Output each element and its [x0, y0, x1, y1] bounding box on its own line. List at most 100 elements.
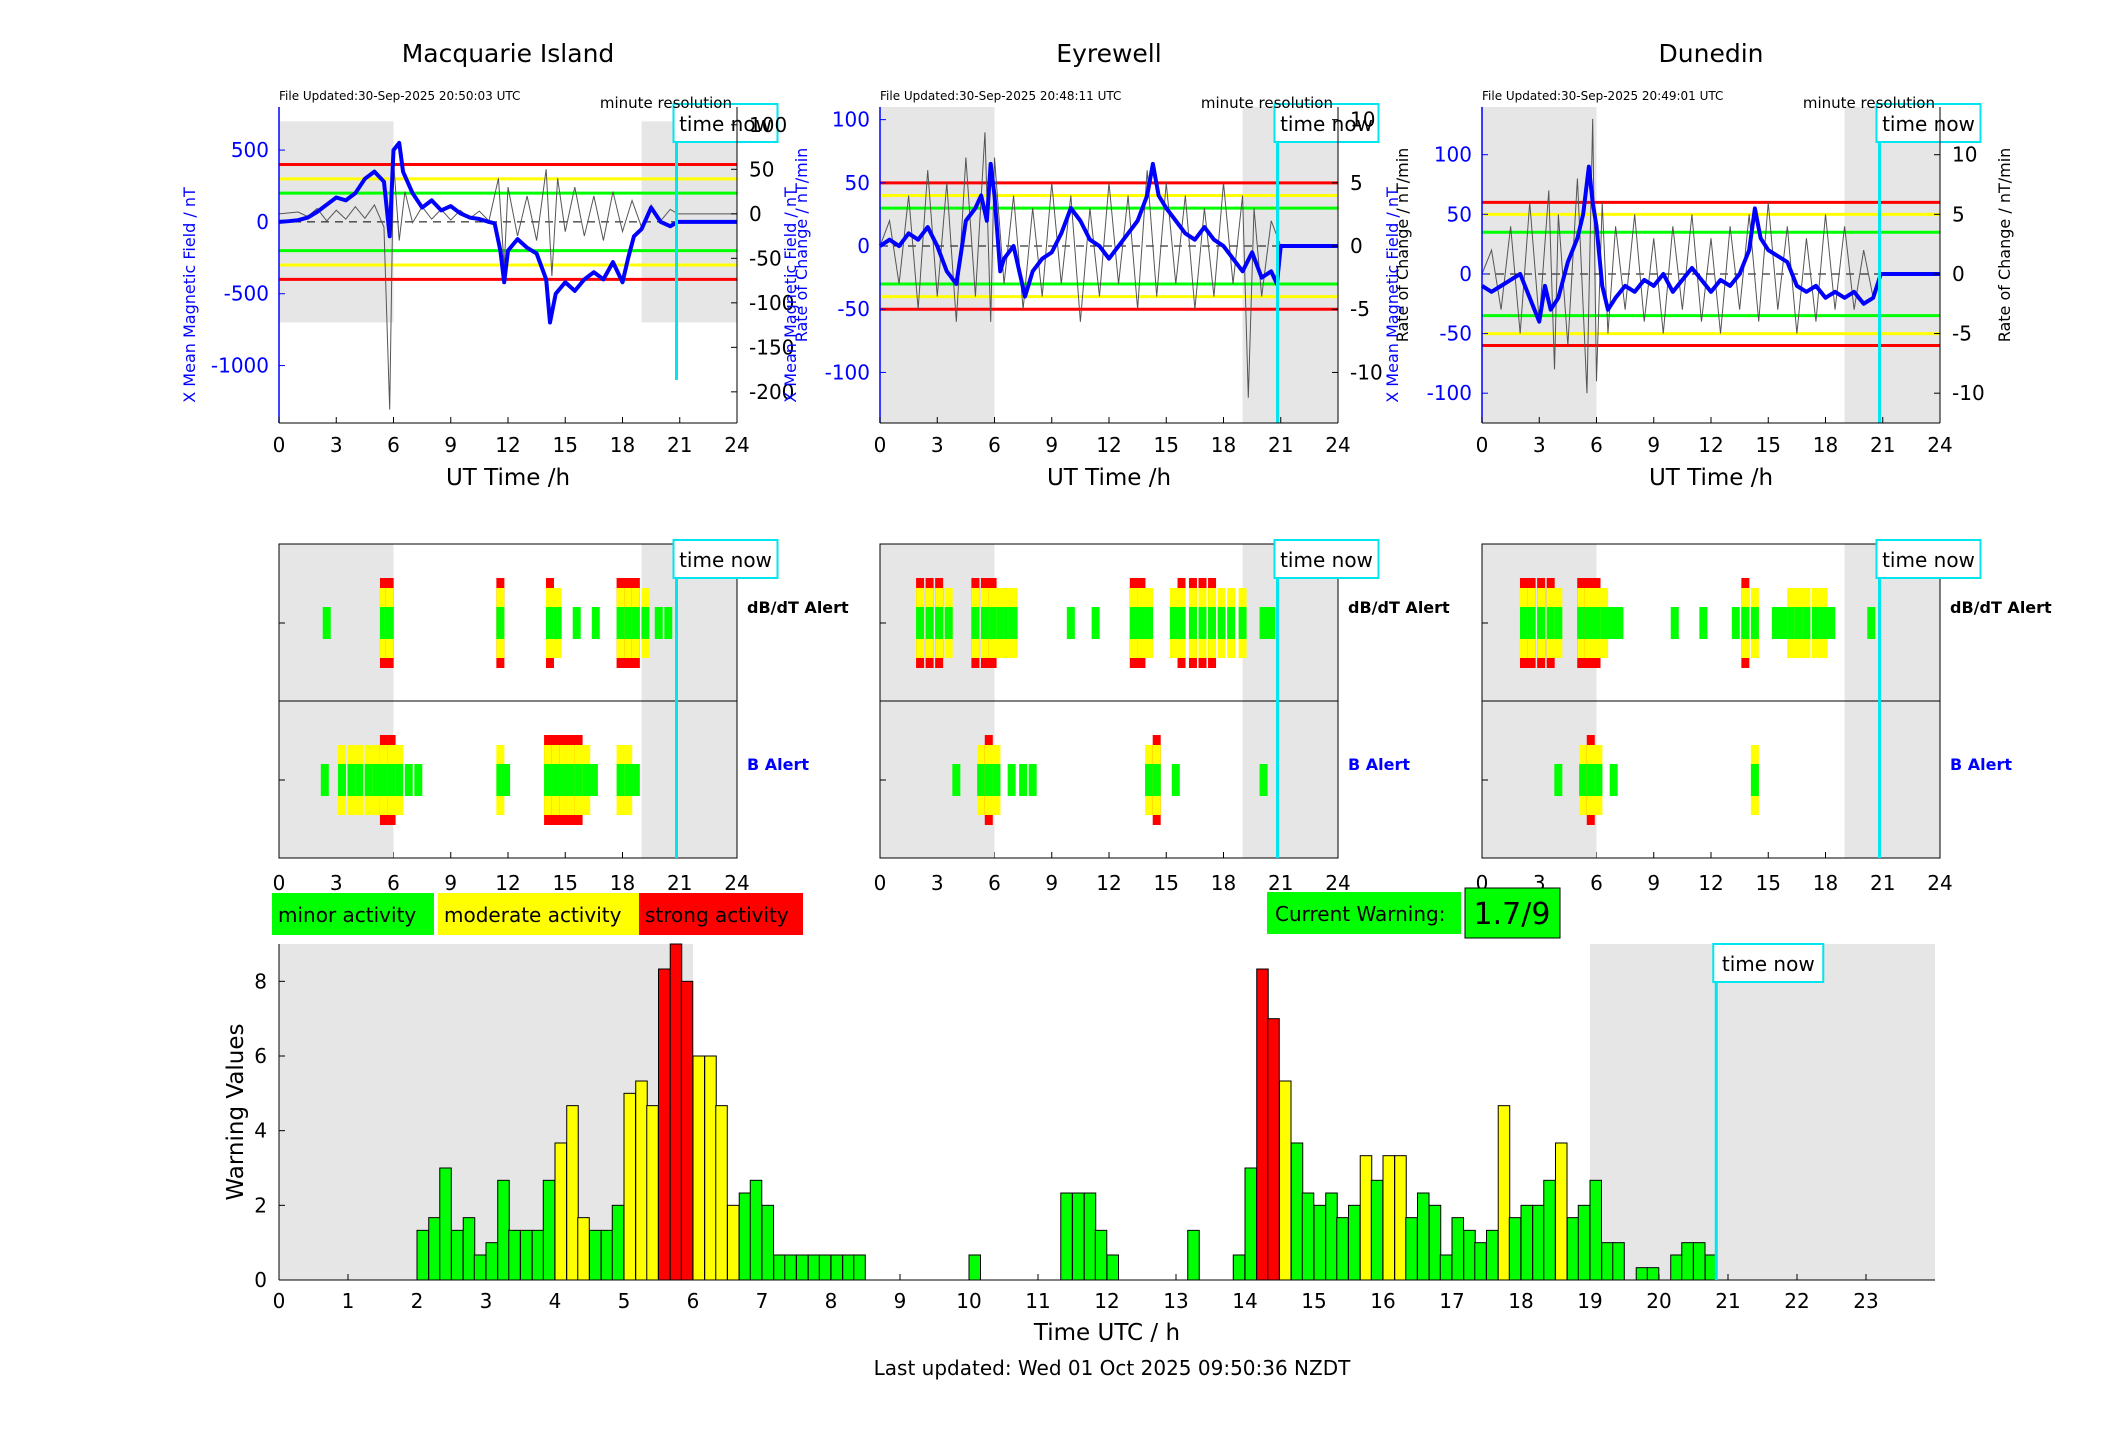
- station-1-dbdt-mark-minor: [935, 607, 944, 639]
- station-0-b-mark-minor: [631, 764, 640, 796]
- warning-bar: [1370, 1179, 1384, 1281]
- station-1-resolution-label: minute resolution: [1201, 94, 1333, 112]
- station-2-dbdt-mark-minor: [1546, 607, 1555, 639]
- station-2-alert-time-tick-label: 12: [1698, 871, 1723, 895]
- station-2-alert-time-tick-label: 24: [1927, 871, 1952, 895]
- station-1-dbdt-mark-minor: [1188, 607, 1197, 639]
- station-0-b-mark-minor: [387, 764, 396, 796]
- station-1-right-tick-label: 0: [1350, 234, 1363, 258]
- station-2-time-tick-label: 6: [1590, 433, 1603, 457]
- bar-chart-x-tick-label: 3: [480, 1289, 493, 1313]
- station-0-time-tick-label: 24: [724, 433, 749, 457]
- station-2-left-tick-label: -100: [1427, 381, 1472, 405]
- station-0-alert-time-now-box: [672, 539, 779, 579]
- station-1-right-tick-label: 5: [1350, 171, 1363, 195]
- station-0-b-mark-minor: [559, 764, 568, 796]
- station-1-file-updated: File Updated:30-Sep-2025 20:48:11 UTC: [880, 89, 1121, 103]
- station-1-alert-time-tick-label: 12: [1096, 871, 1121, 895]
- station-0-b-mark-minor: [589, 764, 598, 796]
- station-1-b-mark-minor: [1007, 764, 1016, 796]
- warning-bar: [1060, 1192, 1073, 1281]
- station-0-dbdt-mark-minor: [624, 607, 633, 639]
- legend-moderate-label: moderate activity: [444, 903, 622, 927]
- station-2-b-mark-minor: [1554, 764, 1563, 796]
- warning-bar: [497, 1179, 510, 1281]
- station-1-time-tick-label: 15: [1154, 433, 1179, 457]
- station-0-right-tick-label: 100: [749, 113, 787, 137]
- station-2-dbdt-alert-label: dB/dT Alert: [1950, 598, 2052, 617]
- station-1-dbdt-mark-minor: [1267, 607, 1276, 639]
- station-2-b-mark-minor: [1750, 764, 1759, 796]
- station-0-time-tick-label: 9: [444, 433, 457, 457]
- warning-bar: [1382, 1155, 1396, 1281]
- station-1-b-mark-minor: [1152, 764, 1161, 796]
- station-2-dbdt-mark-minor: [1584, 607, 1593, 639]
- station-2-alert-time-tick-label: 6: [1590, 871, 1603, 895]
- legend-moderate-swatch: [438, 893, 639, 935]
- station-1-b-mark-minor: [1171, 764, 1180, 796]
- station-0-time-now-label: time now: [679, 112, 772, 136]
- station-0-b-mark-minor: [616, 764, 625, 796]
- station-1-field-series: [878, 161, 1338, 299]
- station-1-alert-time-now-label: time now: [1280, 548, 1373, 572]
- warning-bar: [542, 1179, 556, 1281]
- warning-bar: [508, 1229, 521, 1281]
- station-1-dbdt-mark-minor: [925, 607, 934, 639]
- station-2-right-tick-label: 10: [1952, 143, 1977, 167]
- station-1-left-tick-label: 100: [832, 108, 870, 132]
- station-0-dbdt-mark-minor: [664, 607, 673, 639]
- warning-bar: [830, 1254, 844, 1281]
- warning-bar: [761, 1204, 775, 1281]
- station-1-dbdt-mark-minor: [971, 607, 980, 639]
- warning-bar: [773, 1254, 786, 1281]
- warning-bar: [658, 968, 671, 1281]
- bar-chart-x-tick-label: 0: [273, 1289, 286, 1313]
- warning-bar: [784, 1254, 797, 1281]
- station-1-dbdt-mark-minor: [916, 607, 925, 639]
- warning-bar: [600, 1229, 614, 1281]
- station-1-left-tick-label: -100: [825, 360, 870, 384]
- warning-bar: [1394, 1155, 1407, 1281]
- station-2-night-shade-left: [1482, 107, 1597, 423]
- station-1-dbdt-alert-label: dB/dT Alert: [1348, 598, 1450, 617]
- warning-bar: [818, 1254, 832, 1281]
- station-0-dbdt-mark-minor: [385, 607, 394, 639]
- station-0-alert-time-tick-label: 3: [330, 871, 343, 895]
- station-2-right-tick-label: 0: [1952, 262, 1965, 286]
- station-0-b-mark-minor: [496, 764, 505, 796]
- station-1-time-tick-label: 9: [1045, 433, 1058, 457]
- station-1-alert-time-tick-label: 3: [931, 871, 944, 895]
- station-2-field-series: [1480, 164, 1940, 324]
- bar-chart-x-tick-label: 1: [342, 1289, 355, 1313]
- station-1-left-tick-label: 50: [845, 171, 870, 195]
- bar-chart-x-tick-label: 18: [1508, 1289, 1533, 1313]
- station-0-left-tick-label: 500: [231, 138, 269, 162]
- station-1-time-tick-label: 12: [1096, 433, 1121, 457]
- warning-bar: [611, 1204, 625, 1281]
- warning-bar: [1256, 968, 1269, 1281]
- station-0-time-tick-label: 0: [273, 433, 286, 457]
- station-2-left-tick-label: 0: [1459, 262, 1472, 286]
- station-2-dbdt-mark-minor: [1519, 607, 1528, 639]
- station-2-resolution-label: minute resolution: [1803, 94, 1935, 112]
- station-0-alert-time-tick-label: 15: [553, 871, 578, 895]
- station-1-dbdt-mark-minor: [1227, 607, 1236, 639]
- station-2-dbdt-mark-minor: [1787, 607, 1796, 639]
- station-1-b-mark-minor: [952, 764, 961, 796]
- legend-strong-label: strong activity: [645, 903, 789, 927]
- station-0-b-mark-minor: [624, 764, 633, 796]
- station-0-b-mark-minor: [551, 764, 560, 796]
- station-1-b-alert-label: B Alert: [1348, 755, 1410, 774]
- warning-bar: [1405, 1217, 1418, 1281]
- station-1-right-tick-label: -10: [1350, 360, 1383, 384]
- warning-bar: [1577, 1204, 1591, 1281]
- station-2-dbdt-mark-minor: [1802, 607, 1811, 639]
- station-1-dbdt-mark-minor: [1145, 607, 1154, 639]
- station-2-dbdt-mark-minor: [1741, 607, 1750, 639]
- warning-bar: [1083, 1192, 1097, 1281]
- station-1-time-tick-label: 3: [931, 433, 944, 457]
- bar-chart-x-tick-label: 9: [894, 1289, 907, 1313]
- warning-bar: [635, 1080, 648, 1281]
- station-0-file-updated: File Updated:30-Sep-2025 20:50:03 UTC: [279, 89, 520, 103]
- station-1-alert-time-tick-label: 18: [1211, 871, 1236, 895]
